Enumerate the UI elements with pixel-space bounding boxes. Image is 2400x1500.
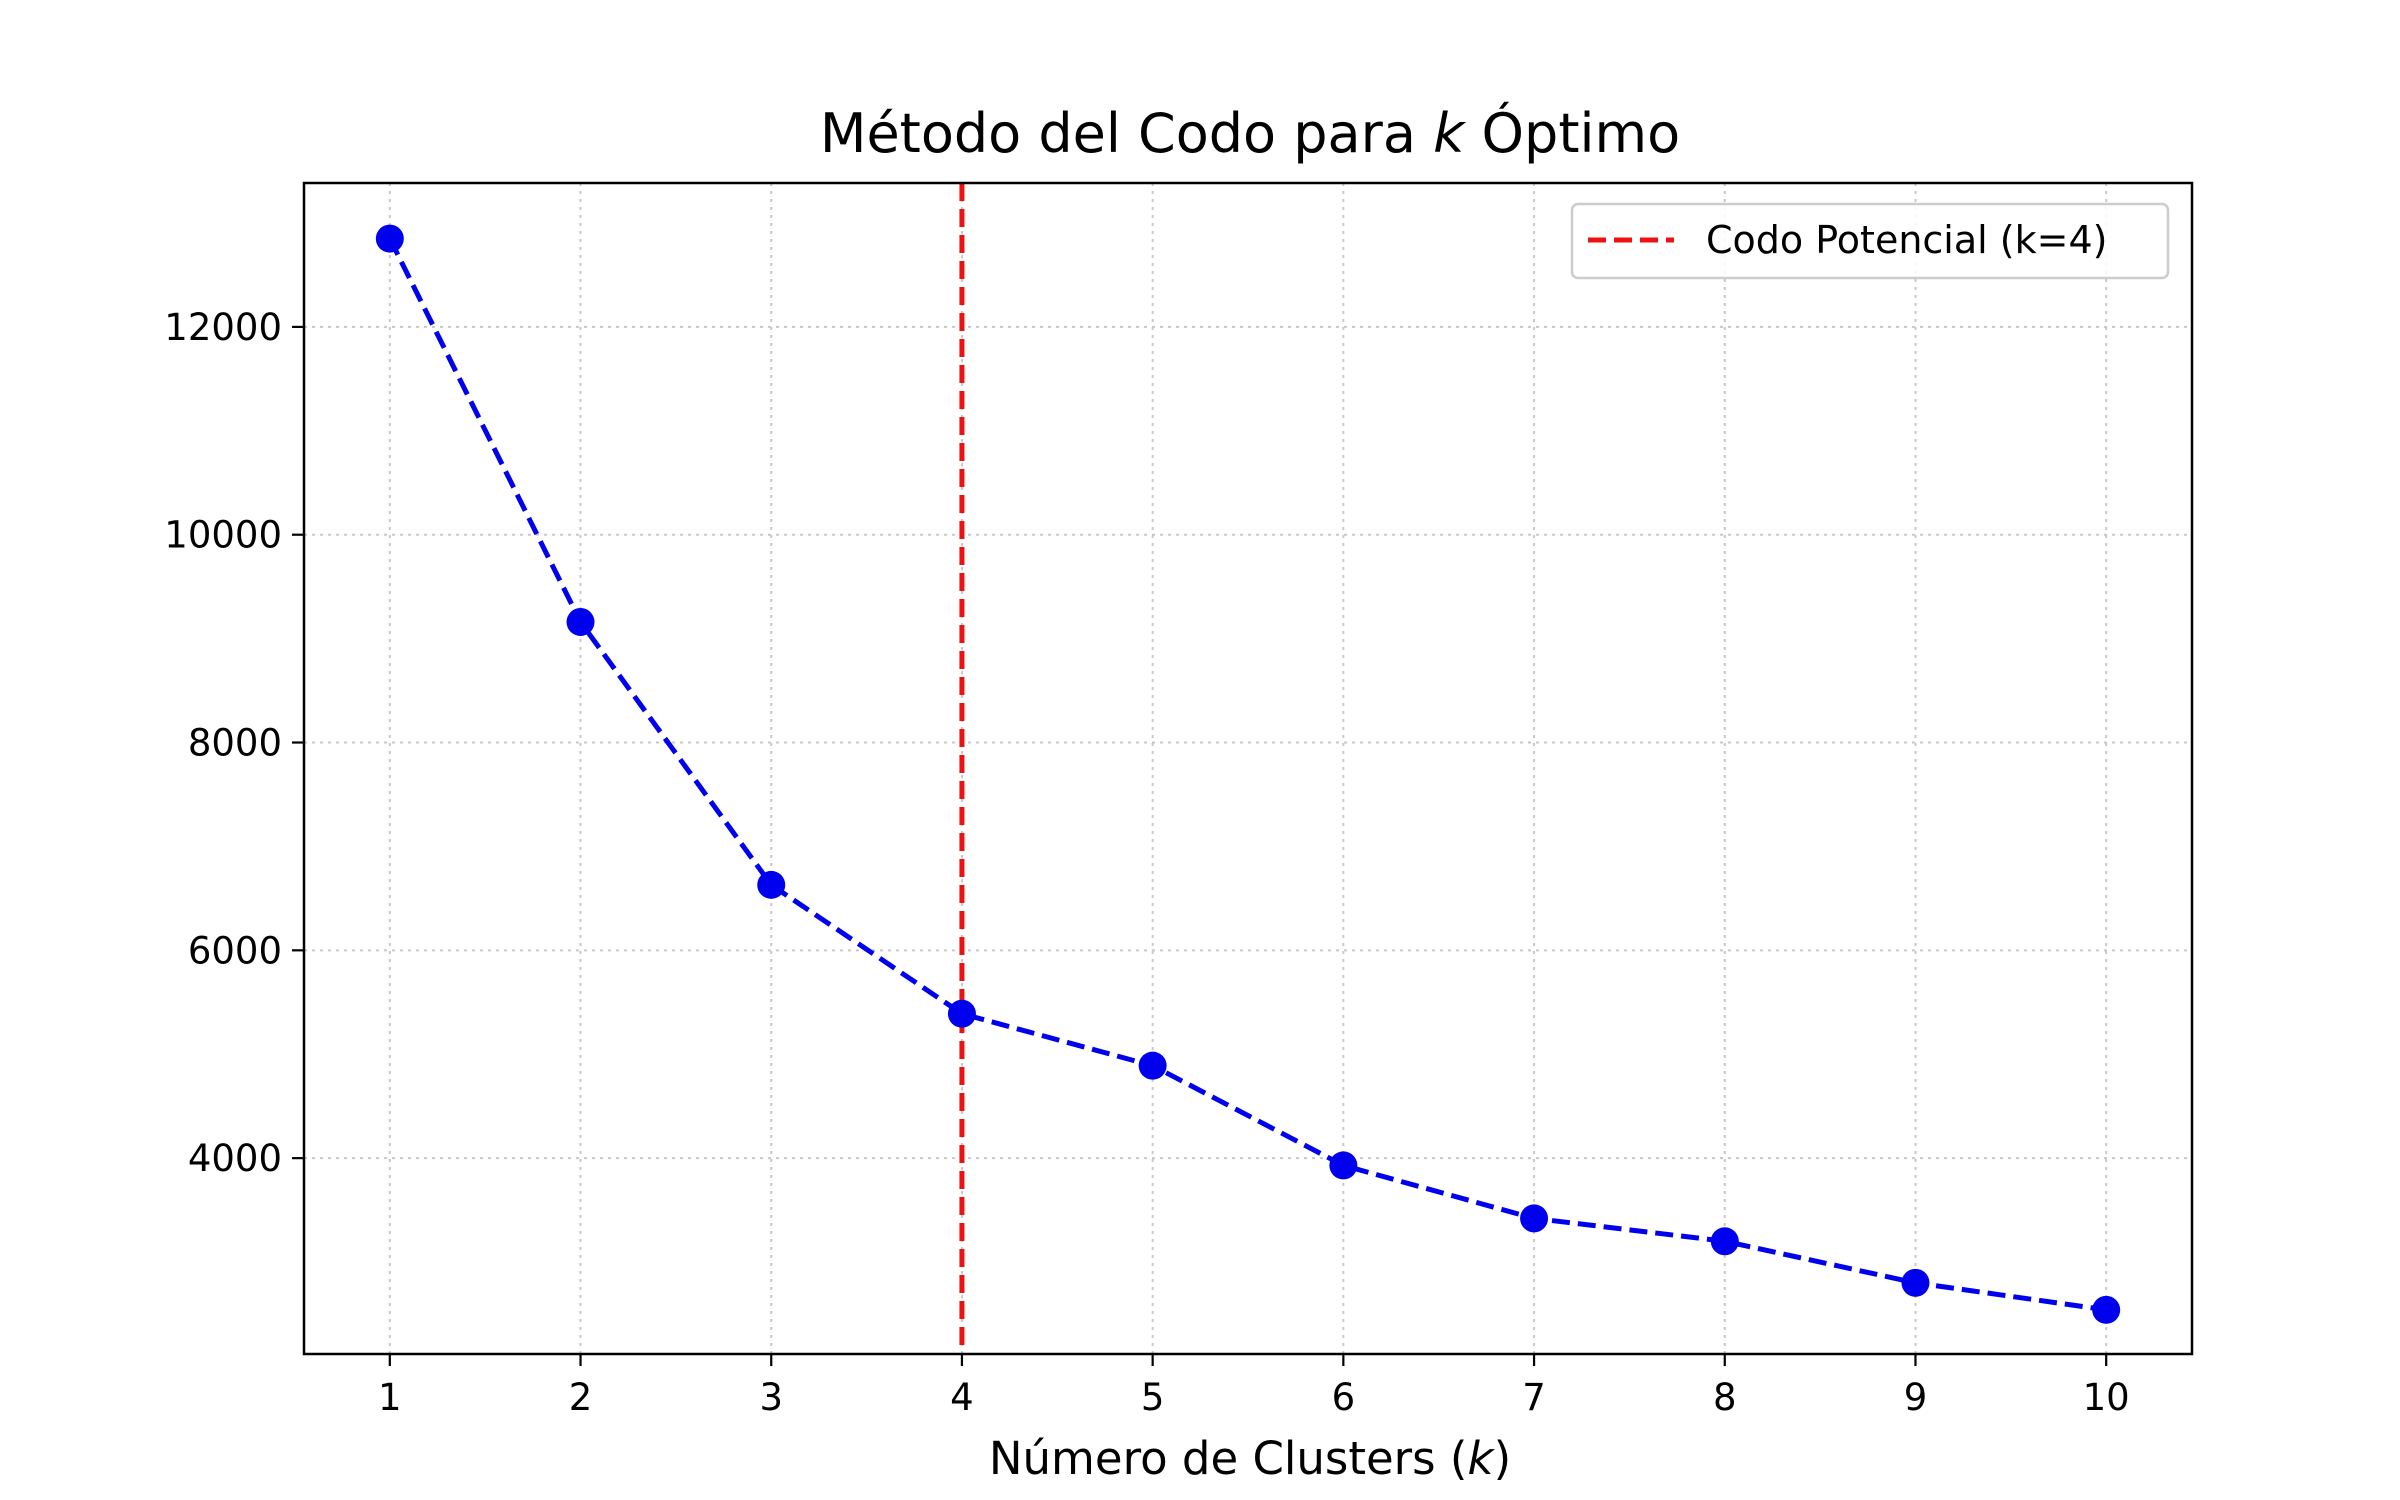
y-tick-label: 12000 bbox=[164, 306, 282, 349]
chart-title: Método del Codo para k Óptimo bbox=[820, 102, 1680, 165]
series-line bbox=[387, 237, 2107, 1313]
y-tick-label: 6000 bbox=[188, 929, 282, 972]
data-point bbox=[566, 607, 595, 636]
data-point bbox=[1901, 1268, 1930, 1297]
x-tick-label: 9 bbox=[1904, 1376, 1928, 1419]
x-tick-label: 3 bbox=[759, 1376, 783, 1419]
data-point bbox=[1710, 1227, 1739, 1256]
y-axis-ticks: 4000 6000 8000 10000 12000 bbox=[164, 306, 304, 1180]
x-tick-label: 6 bbox=[1332, 1376, 1356, 1419]
data-point bbox=[2092, 1295, 2121, 1324]
y-tick-label: 8000 bbox=[188, 722, 282, 765]
legend: Codo Potencial (k=4) bbox=[1570, 202, 2170, 280]
x-tick-label: 8 bbox=[1713, 1376, 1737, 1419]
data-point bbox=[1329, 1151, 1358, 1180]
plot-frame bbox=[302, 181, 2194, 1356]
x-tick-label: 4 bbox=[950, 1376, 974, 1419]
x-tick-label: 1 bbox=[378, 1376, 402, 1419]
x-tick-label: 10 bbox=[2083, 1376, 2130, 1419]
y-tick-label: 10000 bbox=[164, 514, 282, 557]
x-tick-label: 2 bbox=[569, 1376, 593, 1419]
x-axis-label: Número de Clusters (k) bbox=[989, 1432, 1511, 1485]
x-axis-ticks: 1 2 3 4 5 6 7 8 9 10 bbox=[378, 1354, 2130, 1419]
data-point bbox=[1138, 1051, 1167, 1080]
legend-label: Codo Potencial (k=4) bbox=[1706, 218, 2107, 262]
y-tick-label: 4000 bbox=[188, 1137, 282, 1180]
data-point bbox=[947, 999, 976, 1028]
data-point bbox=[375, 224, 404, 253]
legend-box bbox=[1570, 202, 2170, 280]
x-tick-label: 5 bbox=[1141, 1376, 1165, 1419]
data-point bbox=[1520, 1204, 1549, 1233]
data-point bbox=[757, 870, 786, 899]
x-tick-label: 7 bbox=[1522, 1376, 1546, 1419]
series-layer bbox=[375, 224, 2121, 1324]
